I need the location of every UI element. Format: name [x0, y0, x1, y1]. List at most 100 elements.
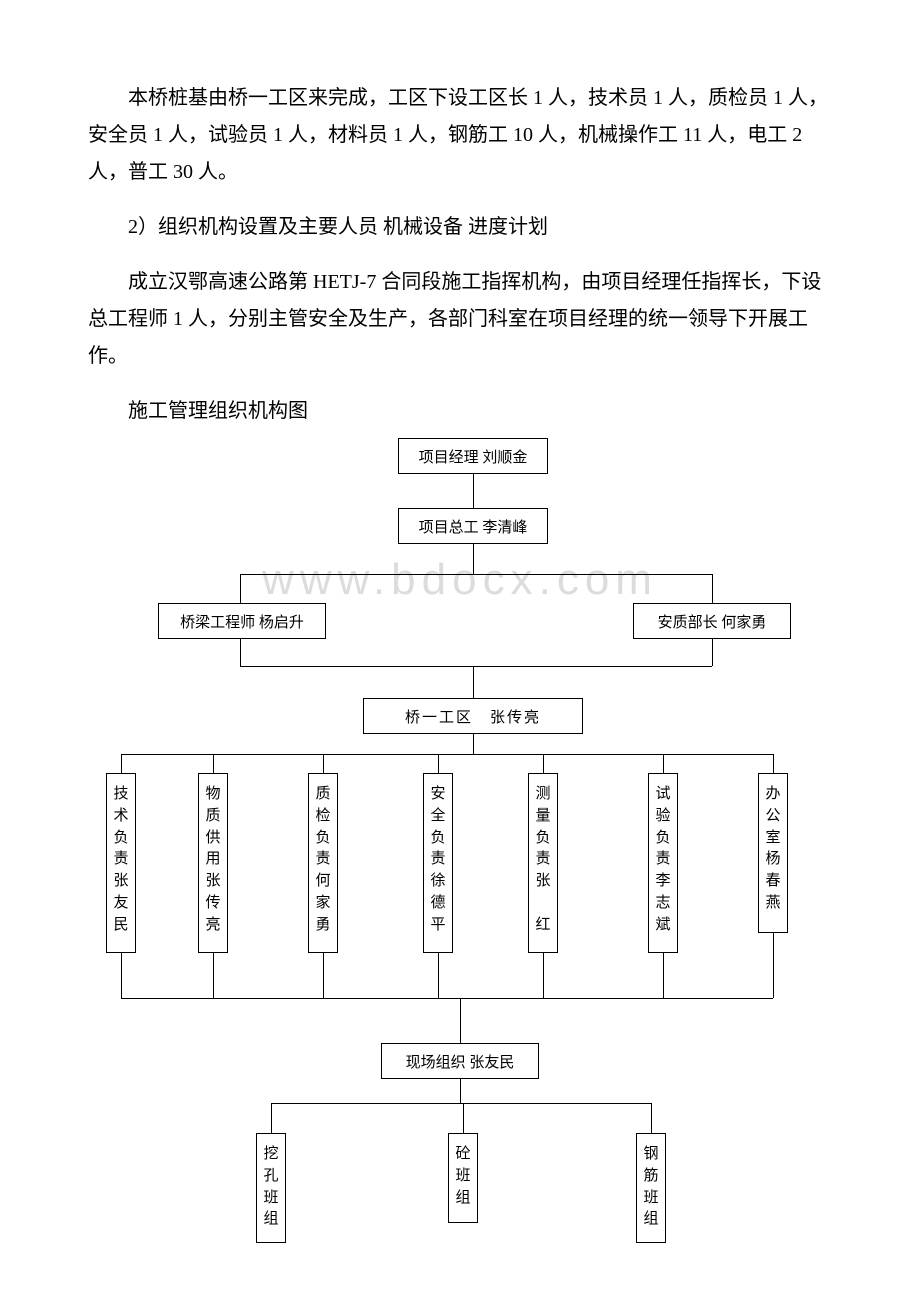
vertical-char: 筋 — [643, 1166, 658, 1188]
connector — [773, 754, 774, 773]
vertical-char: 斌 — [655, 915, 670, 937]
connector — [213, 754, 214, 773]
vertical-char: 办 — [765, 784, 780, 806]
vertical-char: 负 — [113, 828, 128, 850]
connector — [773, 933, 774, 998]
vertical-char: 亮 — [205, 915, 220, 937]
connector — [438, 754, 439, 773]
connector — [271, 1103, 651, 1104]
connector — [543, 953, 544, 998]
connector — [213, 953, 214, 998]
connector — [121, 754, 773, 755]
node-bridge-zone: 桥一工区 张传亮 — [363, 698, 583, 734]
vertical-char: 组 — [643, 1209, 658, 1231]
node-test-lead: 试验负责李志斌 — [648, 773, 678, 953]
vertical-char: 责 — [430, 849, 445, 871]
vertical-char: 燕 — [765, 893, 780, 915]
paragraph-description: 成立汉鄂高速公路第 HETJ-7 合同段施工指挥机构，由项目经理任指挥长，下设总… — [88, 264, 832, 375]
node-survey-lead: 测量负责张 红 — [528, 773, 558, 953]
vertical-char: 组 — [455, 1188, 470, 1210]
vertical-char: 春 — [765, 871, 780, 893]
vertical-char: 负 — [315, 828, 330, 850]
vertical-char: 安 — [430, 784, 445, 806]
vertical-char: 班 — [455, 1166, 470, 1188]
connector — [712, 574, 713, 603]
vertical-char: 砼 — [455, 1144, 470, 1166]
vertical-char: 责 — [113, 849, 128, 871]
vertical-char — [541, 893, 545, 915]
vertical-char: 班 — [263, 1188, 278, 1210]
node-drilling-team: 挖孔班组 — [256, 1133, 286, 1243]
vertical-char: 技 — [113, 784, 128, 806]
vertical-char: 李 — [655, 871, 670, 893]
vertical-char: 负 — [535, 828, 550, 850]
vertical-char: 量 — [535, 806, 550, 828]
connector — [473, 544, 474, 574]
vertical-char: 组 — [263, 1209, 278, 1231]
connector — [473, 734, 474, 754]
vertical-char: 责 — [315, 849, 330, 871]
node-rebar-team: 钢筋班组 — [636, 1133, 666, 1243]
vertical-char: 质 — [205, 806, 220, 828]
vertical-char: 试 — [655, 784, 670, 806]
vertical-char: 志 — [655, 893, 670, 915]
vertical-char: 张 — [113, 871, 128, 893]
vertical-char: 责 — [655, 849, 670, 871]
connector — [121, 953, 122, 998]
org-chart-title: 施工管理组织机构图 — [88, 393, 832, 430]
node-office: 办公室杨春燕 — [758, 773, 788, 933]
vertical-char: 杨 — [765, 849, 780, 871]
connector — [460, 1079, 461, 1103]
node-material-supply: 物质供用张传亮 — [198, 773, 228, 953]
vertical-char: 友 — [113, 893, 128, 915]
vertical-char: 供 — [205, 828, 220, 850]
connector — [240, 574, 712, 575]
vertical-char: 测 — [535, 784, 550, 806]
connector — [271, 1103, 272, 1133]
vertical-char: 何 — [315, 871, 330, 893]
connector — [240, 639, 241, 666]
connector — [463, 1103, 464, 1133]
node-site-organization: 现场组织 张友民 — [381, 1043, 539, 1079]
vertical-char: 平 — [430, 915, 445, 937]
vertical-char: 负 — [655, 828, 670, 850]
node-chief-engineer: 项目总工 李清峰 — [398, 508, 548, 544]
vertical-char: 负 — [430, 828, 445, 850]
node-safety-lead: 安全负责徐德平 — [423, 773, 453, 953]
connector — [323, 953, 324, 998]
node-qc-lead: 质检负责何家勇 — [308, 773, 338, 953]
vertical-char: 钢 — [643, 1144, 658, 1166]
vertical-char: 班 — [643, 1188, 658, 1210]
node-bridge-engineer: 桥梁工程师 杨启升 — [158, 603, 326, 639]
connector — [240, 666, 712, 667]
vertical-char: 勇 — [315, 915, 330, 937]
vertical-char: 室 — [765, 828, 780, 850]
vertical-char: 术 — [113, 806, 128, 828]
vertical-char: 责 — [535, 849, 550, 871]
paragraph-staffing: 本桥桩基由桥一工区来完成，工区下设工区长 1 人，技术员 1 人，质检员 1 人… — [88, 80, 832, 191]
vertical-char: 德 — [430, 893, 445, 915]
org-chart: 项目经理 刘顺金 项目总工 李清峰 桥梁工程师 杨启升 安质部长 何家勇 桥一工… — [88, 438, 832, 1258]
vertical-char: 徐 — [430, 871, 445, 893]
connector — [663, 953, 664, 998]
vertical-char: 质 — [315, 784, 330, 806]
connector — [473, 474, 474, 508]
vertical-char: 验 — [655, 806, 670, 828]
vertical-char: 张 — [535, 871, 550, 893]
vertical-char: 挖 — [263, 1144, 278, 1166]
connector — [663, 754, 664, 773]
connector — [121, 998, 773, 999]
vertical-char: 用 — [205, 849, 220, 871]
connector — [712, 639, 713, 666]
connector — [121, 754, 122, 773]
vertical-char: 公 — [765, 806, 780, 828]
vertical-char: 张 — [205, 871, 220, 893]
vertical-char: 孔 — [263, 1166, 278, 1188]
connector — [651, 1103, 652, 1133]
connector — [240, 574, 241, 603]
node-concrete-team: 砼班组 — [448, 1133, 478, 1223]
node-project-manager: 项目经理 刘顺金 — [398, 438, 548, 474]
connector — [543, 754, 544, 773]
vertical-char: 家 — [315, 893, 330, 915]
node-safety-manager: 安质部长 何家勇 — [633, 603, 791, 639]
